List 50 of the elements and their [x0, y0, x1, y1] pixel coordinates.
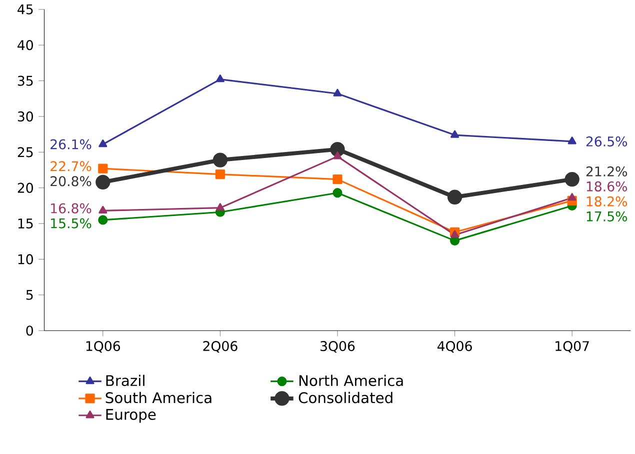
- point: [98, 164, 108, 174]
- y-tick-label: 0: [26, 326, 33, 336]
- point: [332, 188, 342, 198]
- data-label: 21.2%: [586, 166, 628, 177]
- data-label: 15.5%: [51, 218, 92, 229]
- y-tick-label: 5: [26, 290, 33, 300]
- legend-label: Brazil: [106, 375, 144, 386]
- data-label: 18.6%: [586, 182, 628, 192]
- y-tick-label: 10: [18, 254, 33, 265]
- point: [450, 130, 460, 138]
- point: [333, 152, 342, 160]
- data-label: 26.1%: [50, 139, 92, 150]
- x-tick-label: 2Q06: [203, 341, 238, 353]
- legend-label: Consolidated: [298, 392, 392, 404]
- point: [98, 215, 108, 226]
- data-label: 20.8%: [50, 176, 92, 186]
- data-label: 26.5%: [586, 136, 628, 147]
- point: [330, 142, 345, 157]
- data-label: 16.8%: [51, 204, 92, 214]
- y-tick-label: 40: [18, 40, 33, 50]
- point: [332, 174, 342, 184]
- y-tick-label: 15: [18, 218, 33, 229]
- x-tick-label: 1Q07: [556, 341, 589, 353]
- y-tick-label: 20: [18, 183, 33, 194]
- point: [333, 89, 342, 97]
- x-tick-label: 3Q06: [320, 341, 355, 353]
- legend-label: Europe: [106, 409, 156, 424]
- point: [568, 193, 576, 201]
- legend-label: North America: [299, 375, 403, 386]
- y-tick-label: 30: [18, 112, 33, 122]
- point: [564, 172, 580, 187]
- point: [215, 170, 225, 180]
- data-label: 22.7%: [50, 161, 92, 172]
- x-tick-label: 1Q06: [86, 341, 120, 353]
- legend-label: South America: [106, 392, 212, 404]
- point: [212, 152, 228, 168]
- point: [216, 203, 224, 211]
- x-tick-label: 4Q06: [437, 341, 472, 353]
- data-label: 17.5%: [586, 212, 628, 222]
- point: [98, 140, 108, 148]
- point: [447, 190, 462, 205]
- y-tick-label: 25: [18, 147, 33, 158]
- point: [98, 206, 108, 214]
- point: [216, 74, 224, 82]
- point: [568, 136, 576, 144]
- point: [450, 230, 460, 238]
- y-tick-label: 45: [18, 4, 33, 15]
- data-label: 18.2%: [586, 196, 628, 207]
- point: [96, 175, 110, 190]
- y-tick-label: 35: [18, 76, 33, 86]
